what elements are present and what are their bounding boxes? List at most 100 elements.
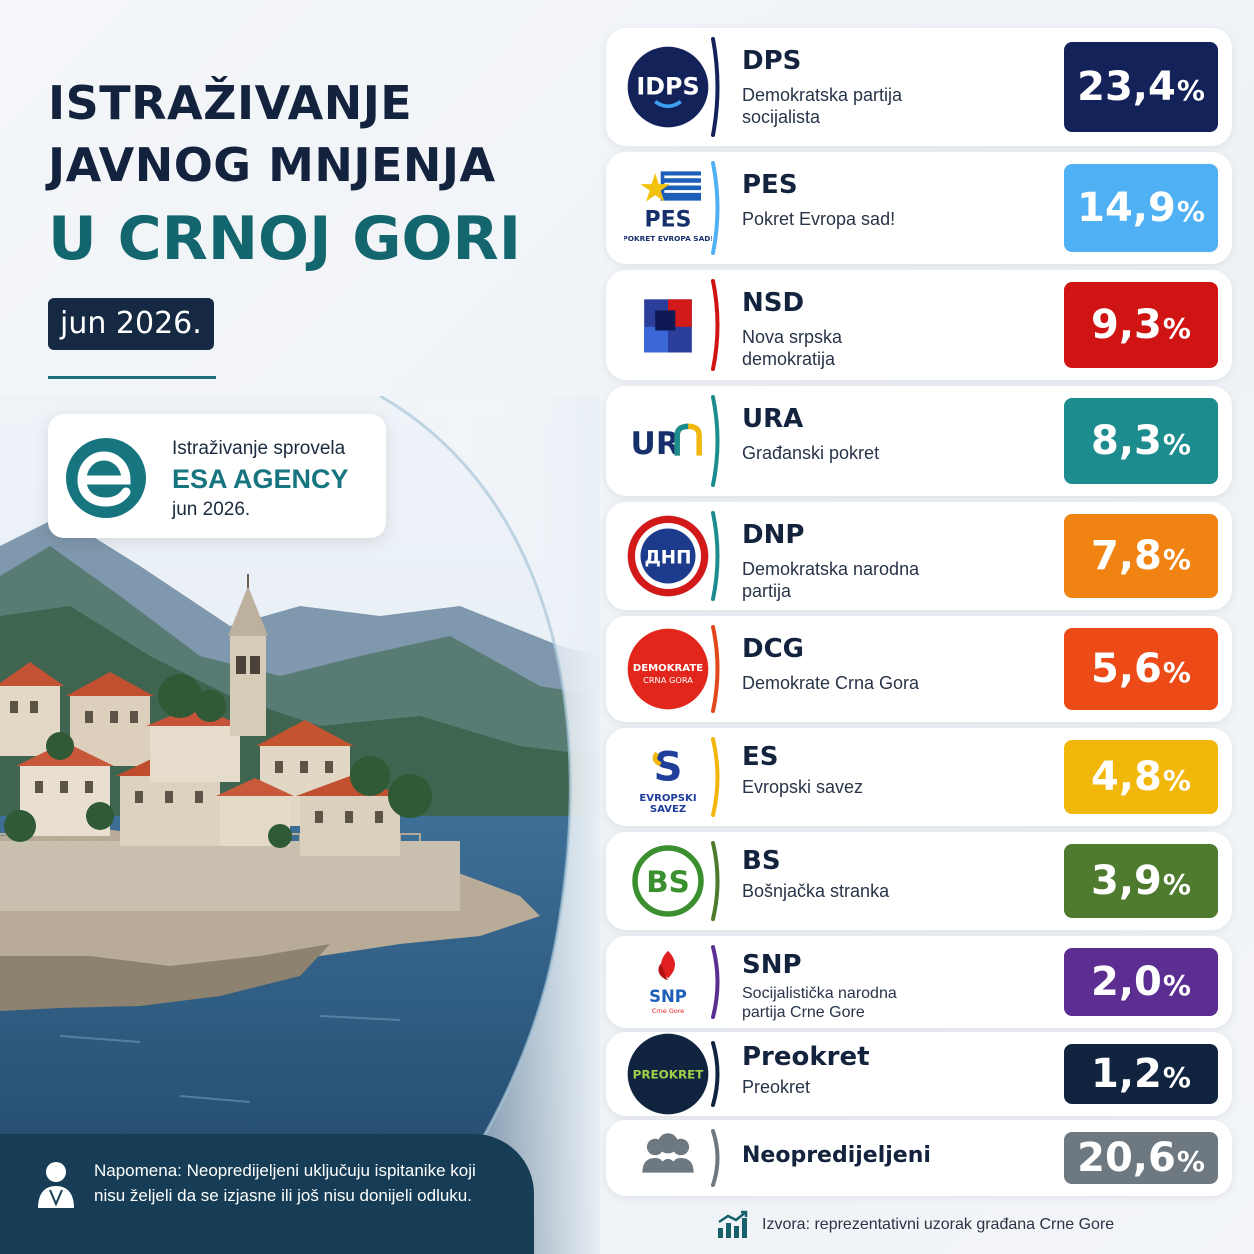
svg-text:S: S bbox=[653, 744, 682, 791]
bar-chart-icon bbox=[718, 1210, 748, 1238]
esa-agency-logo bbox=[66, 438, 146, 518]
value-unit: % bbox=[1176, 73, 1205, 107]
coastal-town-illustration bbox=[0, 396, 600, 1254]
value-number: 7,8 bbox=[1091, 533, 1162, 579]
value-unit: % bbox=[1162, 968, 1191, 1002]
value-number: 4,8 bbox=[1091, 754, 1162, 800]
party-abbr: Neopredijeljeni bbox=[742, 1143, 931, 1168]
value-unit: % bbox=[1162, 655, 1191, 689]
party-row-pes: PES POKRET EVROPA SAD! PES Pokret Evropa sa… bbox=[606, 152, 1232, 264]
party-logo-wrap: UR bbox=[616, 399, 720, 483]
value-box: 7,8% bbox=[1064, 514, 1218, 598]
source-text: Izvora: reprezentativni uzorak građana C… bbox=[762, 1216, 1115, 1233]
agency-date: jun 2026. bbox=[172, 499, 251, 520]
party-row-nsd: NSD Nova srpska demokratija 9,3% bbox=[606, 270, 1232, 380]
svg-text:SNP: SNP bbox=[649, 987, 687, 1006]
agency-card: Istraživanje sprovela ESA AGENCY jun 202… bbox=[48, 414, 386, 538]
date-badge: jun 2026. bbox=[48, 298, 214, 350]
party-full-name: Demokratska narodna partija bbox=[742, 559, 920, 601]
party-row-bs: BS BS Bošnjačka stranka 3,9% bbox=[606, 832, 1232, 930]
bracket-separator bbox=[711, 737, 720, 817]
party-row-es: S EVROPSKI SAVEZ ES Evropski savez 4,8% bbox=[606, 728, 1232, 826]
party-full-name: Nova srpska demokratija bbox=[742, 327, 843, 369]
party-full-name: Demokratska partija socijalista bbox=[742, 85, 903, 127]
bracket-separator bbox=[711, 395, 720, 487]
bracket-separator bbox=[711, 279, 720, 371]
pes-logo: PES POKRET EVROPA SAD! bbox=[624, 171, 712, 243]
value-number: 23,4 bbox=[1077, 64, 1176, 110]
party-abbr: DPS bbox=[742, 46, 802, 76]
party-row-dps: IDPS DPS Demokratska partija socijalista 23… bbox=[606, 28, 1232, 146]
title-block: ISTRAŽIVANJE JAVNOG MNJENJA U CRNOJ GORI bbox=[48, 72, 568, 280]
party-full-name: Evropski savez bbox=[742, 777, 864, 797]
bracket-separator bbox=[711, 511, 720, 601]
page-title-line1: ISTRAŽIVANJE bbox=[48, 76, 413, 130]
dps-logo: IDPS bbox=[627, 46, 709, 128]
bracket-separator bbox=[711, 945, 720, 1019]
party-abbr: PES bbox=[742, 170, 798, 200]
party-abbr: DNP bbox=[742, 520, 805, 550]
value-unit: % bbox=[1162, 867, 1191, 901]
value-box: 5,6% bbox=[1064, 628, 1218, 710]
value-number: 14,9 bbox=[1077, 185, 1176, 231]
value-box: 14,9% bbox=[1064, 164, 1218, 252]
value-number: 20,6 bbox=[1077, 1135, 1176, 1181]
party-logo-wrap: S EVROPSKI SAVEZ bbox=[616, 735, 720, 819]
value-number: 8,3 bbox=[1091, 418, 1162, 464]
party-row-preokret: PREOKRET Preokret Preokret 1,2% bbox=[606, 1032, 1232, 1116]
svg-text:SAVEZ: SAVEZ bbox=[650, 804, 686, 815]
svg-text:ДНП: ДНП bbox=[644, 547, 691, 568]
party-row-snp: SNP Crne Gore SNP Socijalistička narodna pa… bbox=[606, 936, 1232, 1028]
agency-caption: Istraživanje sprovela bbox=[172, 438, 346, 459]
value-box: 3,9% bbox=[1064, 844, 1218, 918]
party-logo-wrap: IDPS bbox=[616, 45, 720, 129]
party-logo-wrap bbox=[616, 1116, 720, 1200]
value-unit: % bbox=[1162, 427, 1191, 461]
party-logo-wrap: SNP Crne Gore bbox=[616, 940, 720, 1024]
party-logo-wrap: DEMOKRATE CRNA GORA bbox=[616, 627, 720, 711]
note-text: Napomena: Neopredijeljeni uključuju ispi… bbox=[94, 1161, 476, 1205]
party-logo-wrap: PREOKRET bbox=[616, 1032, 720, 1116]
value-box: 1,2% bbox=[1064, 1044, 1218, 1104]
svg-text:BS: BS bbox=[646, 865, 689, 899]
party-abbr: BS bbox=[742, 846, 781, 876]
value-number: 9,3 bbox=[1091, 302, 1162, 348]
svg-text:POKRET EVROPA SAD!: POKRET EVROPA SAD! bbox=[624, 234, 712, 243]
party-full-name: Pokret Evropa sad! bbox=[742, 209, 896, 229]
value-number: 3,9 bbox=[1091, 858, 1162, 904]
party-logo-wrap: ДНП bbox=[616, 514, 720, 598]
value-unit: % bbox=[1162, 542, 1191, 576]
nsd-logo bbox=[644, 299, 692, 353]
party-row-dcg: DEMOKRATE CRNA GORA DCG Demokrate Crna Gora… bbox=[606, 616, 1232, 722]
party-row-ura: UR URA Građanski pokret 8,3% bbox=[606, 386, 1232, 496]
svg-text:EVROPSKI: EVROPSKI bbox=[639, 793, 696, 804]
page-title-line2: JAVNOG MNJENJA bbox=[48, 138, 496, 192]
value-number: 1,2 bbox=[1091, 1051, 1162, 1097]
party-logo-wrap: PES POKRET EVROPA SAD! bbox=[616, 166, 720, 250]
value-box: 20,6% bbox=[1064, 1132, 1218, 1184]
value-box: 23,4% bbox=[1064, 42, 1218, 132]
value-unit: % bbox=[1162, 311, 1191, 345]
party-abbr: URA bbox=[742, 404, 804, 434]
party-abbr: SNP bbox=[742, 950, 802, 980]
svg-text:DEMOKRATE: DEMOKRATE bbox=[633, 663, 703, 674]
party-row-dnp: ДНП DNP Demokratska narodna partija 7,8% bbox=[606, 502, 1232, 610]
value-number: 5,6 bbox=[1091, 646, 1162, 692]
dnp-logo: ДНП bbox=[627, 515, 709, 597]
value-box: 8,3% bbox=[1064, 398, 1218, 484]
party-full-name: Demokrate Crna Gora bbox=[742, 673, 920, 693]
page-title-line3: U CRNOJ GORI bbox=[48, 204, 522, 274]
party-logo-wrap bbox=[616, 283, 720, 367]
bracket-separator bbox=[711, 1041, 720, 1107]
value-box: 9,3% bbox=[1064, 282, 1218, 368]
value-box: 2,0% bbox=[1064, 948, 1218, 1016]
party-full-name: Građanski pokret bbox=[742, 443, 880, 463]
bracket-separator bbox=[711, 625, 720, 713]
bracket-separator bbox=[711, 841, 720, 921]
value-unit: % bbox=[1176, 194, 1205, 228]
svg-text:PES: PES bbox=[645, 207, 692, 232]
preokret-logo: PREOKRET bbox=[627, 1033, 709, 1115]
svg-text:PREOKRET: PREOKRET bbox=[633, 1068, 705, 1082]
party-abbr: DCG bbox=[742, 634, 805, 664]
